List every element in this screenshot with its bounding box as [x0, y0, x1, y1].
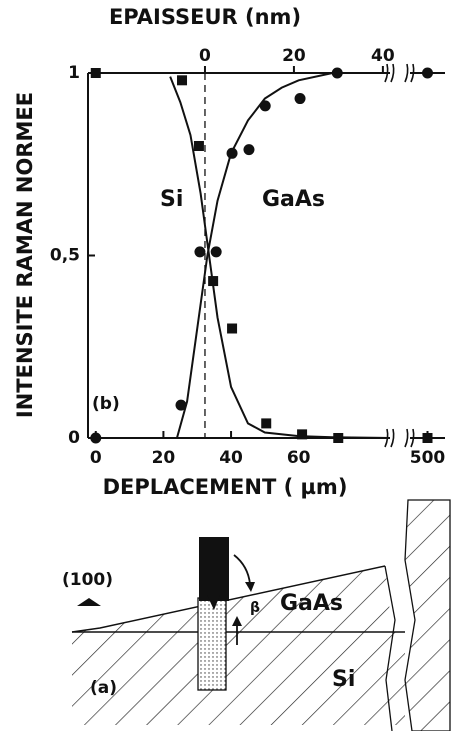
orientation-arrow — [77, 598, 101, 606]
data-point — [90, 432, 102, 444]
data-point — [227, 323, 238, 334]
x-tick-label: 500 — [410, 448, 446, 468]
data-point — [297, 429, 308, 440]
series-label: GaAs — [262, 187, 325, 212]
series-label: Si — [160, 187, 183, 212]
data-point — [175, 399, 187, 411]
data-point — [422, 67, 433, 79]
layer-label: GaAs — [280, 591, 343, 616]
far-region — [404, 499, 451, 731]
y-tick-label: 0 — [68, 428, 80, 448]
y-tick-label: 1 — [68, 63, 80, 83]
x-title: DEPLACEMENT ( µm) — [103, 475, 348, 499]
axis-break — [404, 428, 415, 448]
x-tick-label: 20 — [152, 448, 176, 468]
data-point — [226, 147, 238, 159]
orientation-label: (100) — [62, 570, 113, 590]
data-point — [259, 100, 271, 112]
axis-break — [404, 63, 415, 83]
y-title: INTENSITE RAMAN NORMEE — [13, 92, 37, 418]
x-tick-label: 40 — [219, 448, 243, 468]
si-substrate — [72, 632, 405, 725]
data-point — [194, 246, 206, 258]
fit-curve — [169, 76, 391, 439]
layer-label: Si — [332, 667, 355, 692]
angle-arrow — [233, 554, 251, 585]
x-tick-label: 60 — [287, 448, 311, 468]
chart: EPAISSEUR (nm) DEPLACEMENT ( µm) INTENSI… — [13, 5, 445, 499]
data-point — [193, 141, 204, 151]
y-tick-label: 0,5 — [50, 246, 80, 266]
thickness-arrow-head — [232, 616, 242, 626]
beam-tip — [207, 595, 220, 610]
angle-label: β — [250, 600, 260, 616]
data-point — [208, 276, 219, 287]
break-line — [384, 565, 396, 731]
laser-beam — [199, 537, 229, 601]
data-point — [261, 418, 272, 429]
surface — [71, 565, 386, 633]
x2-tick-label: 40 — [371, 46, 395, 66]
annotation: (b) — [92, 394, 120, 414]
diagram: (100) β GaAs Si (a) — [62, 499, 451, 731]
data-point — [210, 246, 222, 258]
angle-arrow-head — [245, 582, 255, 592]
data-point — [243, 144, 255, 156]
data-point — [177, 75, 188, 86]
panel-label: (a) — [90, 678, 117, 698]
x-tick-label: 0 — [90, 448, 102, 468]
probe-zone — [197, 597, 227, 691]
x2-title: EPAISSEUR (nm) — [109, 5, 301, 29]
data-point — [333, 433, 344, 443]
data-point — [294, 93, 306, 105]
data-point — [331, 67, 343, 79]
x2-tick-label: 20 — [282, 46, 306, 66]
data-point — [422, 433, 433, 443]
data-point — [90, 68, 101, 78]
x2-tick-label: 0 — [199, 46, 211, 66]
fit-curve — [175, 72, 390, 439]
